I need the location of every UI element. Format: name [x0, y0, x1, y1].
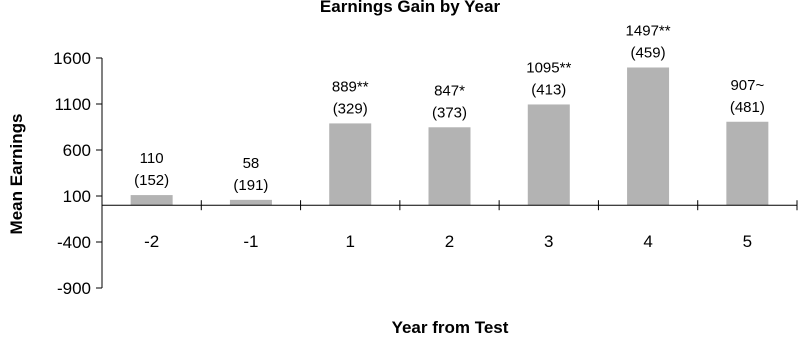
x-axis: -2 -1 1 2 3 4 5 — [101, 200, 798, 251]
bar — [726, 121, 769, 206]
y-tick-label: 600 — [63, 141, 91, 160]
data-labels: 110 (152) 58 (191) 889** (329) 847* (373) 1095**… — [134, 22, 765, 193]
std-error-label: (329) — [333, 100, 368, 117]
chart-title: Earnings Gain by Year — [320, 0, 501, 16]
value-label: 889** — [332, 78, 369, 95]
x-tick-label: 2 — [445, 232, 454, 251]
value-label: 847* — [434, 82, 465, 99]
value-label: 110 — [140, 150, 164, 167]
value-label: 1095** — [526, 59, 571, 76]
bar — [428, 127, 471, 206]
x-tick-label: -2 — [144, 232, 159, 251]
y-axis: 1600 1100 600 100 -400 -900 — [53, 49, 103, 298]
std-error-label: (481) — [730, 99, 765, 116]
x-tick-label: 5 — [743, 232, 752, 251]
bar — [627, 67, 670, 206]
std-error-label: (373) — [432, 104, 467, 121]
y-tick-label: 1600 — [53, 49, 91, 68]
std-error-label: (191) — [233, 177, 268, 194]
std-error-label: (459) — [631, 44, 666, 61]
std-error-label: (413) — [531, 81, 566, 98]
y-tick-label: -400 — [57, 233, 91, 252]
bar — [229, 199, 272, 206]
value-label: 1497** — [626, 22, 671, 39]
std-error-label: (152) — [134, 172, 169, 189]
y-tick-label: 1100 — [54, 95, 91, 114]
y-tick-label: -900 — [57, 279, 91, 298]
bar — [527, 104, 570, 206]
bars — [130, 67, 769, 206]
y-axis-title: Mean Earnings — [7, 114, 26, 235]
x-tick-label: 1 — [345, 232, 354, 251]
x-axis-title: Year from Test — [392, 318, 509, 337]
value-label: 907~ — [730, 77, 764, 94]
bar — [329, 123, 372, 206]
value-label: 58 — [243, 155, 260, 172]
bar — [130, 195, 173, 206]
y-tick-label: 100 — [63, 187, 91, 206]
x-tick-label: 4 — [643, 232, 652, 251]
x-tick-label: -1 — [243, 232, 258, 251]
x-tick-label: 3 — [544, 232, 553, 251]
